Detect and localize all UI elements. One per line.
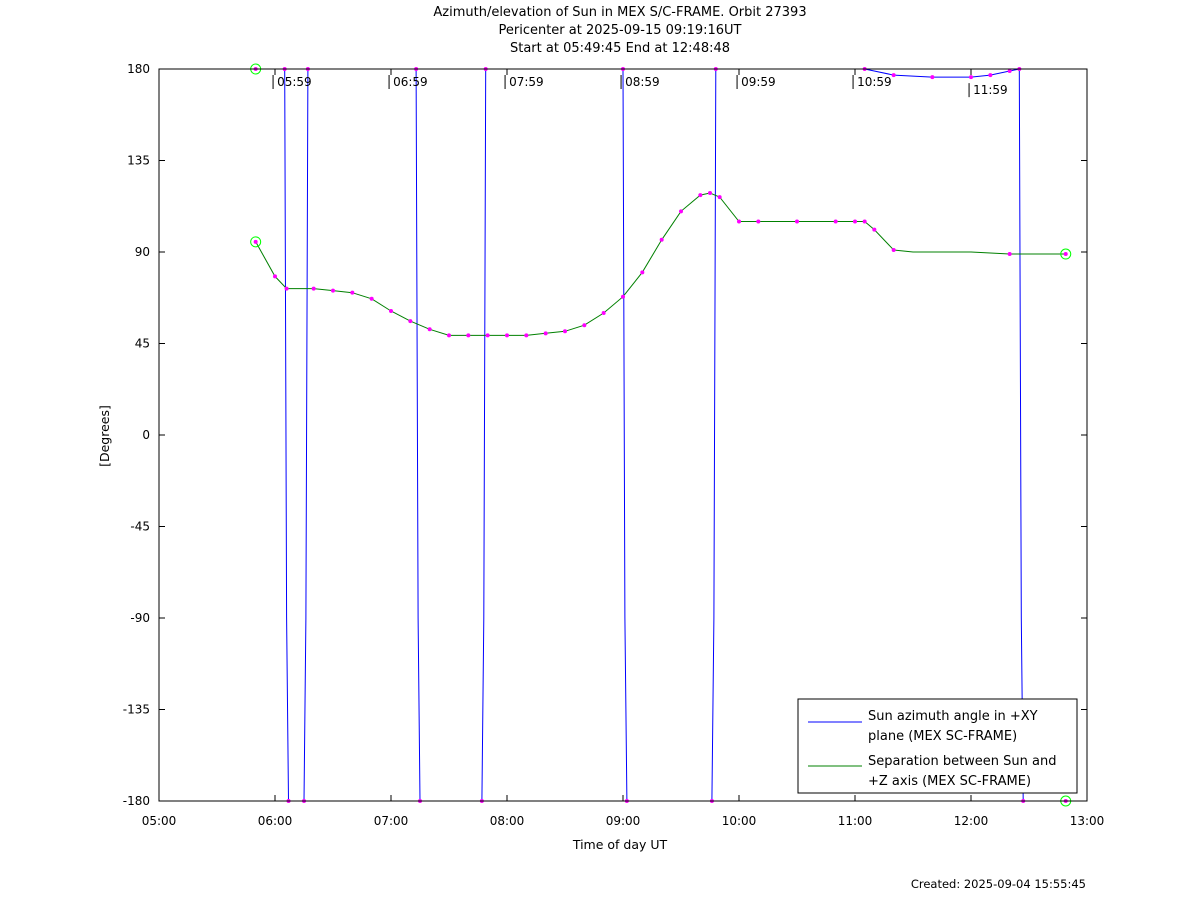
y-axis-label: [Degrees] <box>97 405 112 467</box>
x-tick-label: 09:00 <box>606 814 641 828</box>
x-tick-label: 08:00 <box>490 814 525 828</box>
legend: Sun azimuth angle in +XY plane (MEX SC-F… <box>797 698 1078 794</box>
hour-label: 08:59 <box>625 75 660 89</box>
sample-point <box>408 319 413 324</box>
chart-subtitle-start-end: Start at 05:49:45 End at 12:48:48 <box>509 41 731 56</box>
sample-point <box>505 333 509 338</box>
legend-separation-line1: Separation between Sun and <box>868 754 1056 769</box>
endpoint-marker <box>250 236 262 248</box>
sample-point <box>853 219 857 224</box>
y-tick-label: 135 <box>127 154 150 168</box>
sample-point <box>679 209 683 214</box>
hour-label: 07:59 <box>509 75 544 89</box>
sample-point <box>872 227 877 232</box>
sample-point <box>659 237 664 242</box>
hour-label: 10:59 <box>857 75 892 89</box>
sample-point <box>311 286 316 291</box>
series-line-separation <box>255 192 1066 336</box>
chart-subtitle-pericenter: Pericenter at 2025-09-15 09:19:16UT <box>498 23 742 38</box>
x-tick-label: 13:00 <box>1070 814 1105 828</box>
sample-point <box>862 219 867 224</box>
sample-point <box>543 331 548 336</box>
x-axis-label: Time of day UT <box>572 837 668 852</box>
y-tick-label: 180 <box>127 62 150 76</box>
x-tick-label: 12:00 <box>954 814 989 828</box>
sample-point <box>284 286 289 291</box>
hour-label: 09:59 <box>741 75 776 89</box>
sample-point <box>427 327 432 332</box>
sample-point <box>466 333 471 338</box>
sample-point <box>833 219 838 224</box>
sample-point <box>524 333 529 338</box>
sample-point <box>891 247 896 252</box>
hour-label: 05:59 <box>277 75 312 89</box>
sample-point <box>988 73 993 78</box>
y-tick-label: -180 <box>123 794 150 808</box>
sample-point <box>253 239 258 244</box>
hour-label: 11:59 <box>973 83 1008 97</box>
sample-point <box>485 333 490 338</box>
y-tick-label: -90 <box>130 611 150 625</box>
sample-point <box>273 274 277 279</box>
created-timestamp: Created: 2025-09-04 15:55:45 <box>910 877 1086 891</box>
legend-box <box>797 698 1078 794</box>
hour-annotations: 05:59 06:59 07:59 08:59 09:59 10:59 11:59 <box>272 75 1008 98</box>
sample-point <box>1007 252 1012 257</box>
y-tick-label: 90 <box>135 245 150 259</box>
sample-point <box>640 270 645 275</box>
sample-point <box>756 219 761 224</box>
markers-layer <box>250 63 1072 807</box>
sample-point <box>891 73 896 78</box>
series-line-azimuth <box>255 68 1066 802</box>
legend-azimuth-line1: Sun azimuth angle in +XY <box>868 709 1038 724</box>
x-tick-label: 10:00 <box>722 814 757 828</box>
sample-point <box>621 294 625 299</box>
sample-point <box>389 308 393 313</box>
y-tick-label: 0 <box>142 428 150 442</box>
endpoint-marker <box>1060 248 1072 260</box>
sample-point <box>563 329 567 334</box>
x-tick-labels: 05:00 06:00 07:00 08:00 09:00 10:00 11:00 12:00… <box>142 814 1105 828</box>
sample-point <box>331 288 335 293</box>
x-tick-label: 11:00 <box>838 814 873 828</box>
x-tick-label: 05:00 <box>142 814 177 828</box>
sample-point <box>601 311 606 315</box>
legend-azimuth-line2: plane (MEX SC-FRAME) <box>868 729 1017 744</box>
hour-label: 06:59 <box>393 75 428 89</box>
x-tick-label: 06:00 <box>258 814 293 828</box>
sample-point <box>737 219 741 224</box>
sample-point <box>369 296 374 301</box>
plot-frame <box>158 68 1088 802</box>
y-tick-label: 45 <box>135 337 150 351</box>
series-layer <box>255 68 1066 802</box>
sample-point <box>708 191 712 196</box>
y-tick-label: -135 <box>123 703 150 717</box>
x-tick-label: 07:00 <box>374 814 409 828</box>
y-tick-labels: 180 135 90 45 0 -45 -90 -135 -180 <box>123 62 150 808</box>
y-tick-label: -45 <box>130 520 150 534</box>
sample-point <box>447 333 451 338</box>
sample-point <box>1063 252 1068 257</box>
sample-point <box>582 323 587 328</box>
sample-point <box>930 75 935 80</box>
sample-point <box>1007 69 1012 74</box>
sample-point <box>969 75 973 80</box>
legend-separation-line2: +Z axis (MEX SC-FRAME) <box>868 774 1031 789</box>
sample-point <box>795 219 799 224</box>
sample-point <box>717 195 722 200</box>
sample-point <box>350 290 355 295</box>
sample-point <box>698 193 703 198</box>
chart-title: Azimuth/elevation of Sun in MEX S/C-FRAM… <box>433 5 807 20</box>
